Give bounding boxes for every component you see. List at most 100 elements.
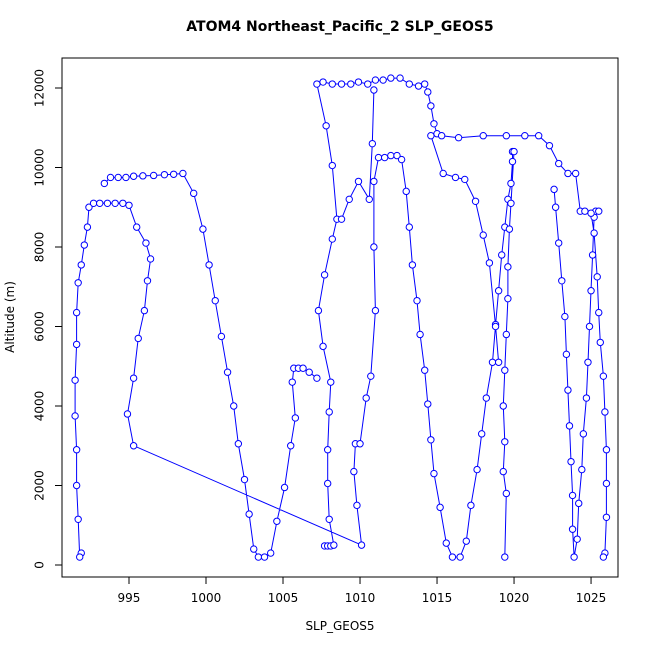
data-point <box>387 151 395 160</box>
data-point <box>89 199 98 207</box>
data-point <box>488 358 497 366</box>
data-point <box>323 479 332 488</box>
data-point <box>601 408 609 416</box>
x-tick-label: 1005 <box>268 591 299 605</box>
data-point <box>521 132 529 140</box>
data-point <box>564 386 572 394</box>
data-point <box>494 287 503 295</box>
data-point <box>319 78 327 86</box>
data-point <box>106 173 115 182</box>
data-point <box>337 80 346 88</box>
data-point <box>558 277 566 285</box>
data-point <box>142 239 150 247</box>
data-point <box>551 203 560 211</box>
data-point <box>502 330 511 339</box>
data-point <box>571 169 580 178</box>
data-point <box>507 199 515 207</box>
data-point <box>479 231 487 239</box>
data-point <box>427 102 435 110</box>
data-point <box>439 169 447 178</box>
data-point <box>461 175 469 184</box>
plot-frame <box>61 57 619 578</box>
data-point <box>291 414 300 422</box>
y-tick-label: 4000 <box>33 391 47 422</box>
data-point <box>582 394 591 402</box>
data-point <box>567 457 575 466</box>
data-point <box>179 169 187 178</box>
data-point <box>74 515 82 523</box>
x-tick-label: 1020 <box>499 591 530 605</box>
data-point <box>371 76 380 84</box>
data-point <box>134 334 142 343</box>
data-point <box>550 185 558 194</box>
data-point <box>250 545 258 553</box>
data-point <box>319 342 327 351</box>
y-tick-label: 2000 <box>33 470 47 501</box>
data-point <box>502 489 511 498</box>
data-point <box>353 501 361 510</box>
data-point <box>367 372 375 380</box>
data-point <box>85 203 93 211</box>
data-point <box>347 80 355 88</box>
data-point <box>602 513 611 521</box>
data-point <box>139 172 147 180</box>
data-point <box>477 430 486 438</box>
data-point <box>508 157 517 166</box>
data-point <box>129 442 138 450</box>
data-point <box>421 80 429 88</box>
data-point <box>424 88 432 96</box>
data-point <box>71 376 79 384</box>
data-point <box>354 177 363 186</box>
data-point <box>494 358 503 366</box>
data-point <box>368 139 377 148</box>
data-point <box>122 173 130 182</box>
data-point <box>467 501 475 510</box>
data-point <box>149 171 158 180</box>
data-point <box>584 358 592 366</box>
data-point <box>575 499 583 508</box>
data-point <box>356 440 364 448</box>
data-point <box>234 440 243 448</box>
data-point <box>565 422 574 430</box>
data-point <box>325 515 333 523</box>
data-point <box>393 151 401 160</box>
data-point <box>370 177 378 186</box>
data-point <box>169 170 178 178</box>
data-point <box>416 330 424 339</box>
data-point <box>357 541 366 549</box>
data-point <box>396 74 404 82</box>
data-point <box>111 199 119 207</box>
data-point <box>502 132 511 140</box>
data-point <box>205 261 213 269</box>
data-point <box>325 408 333 416</box>
data-point <box>350 467 358 476</box>
data-point <box>408 261 417 269</box>
data-point <box>573 535 581 543</box>
data-point <box>72 308 81 317</box>
data-point <box>534 132 543 140</box>
data-point <box>146 255 155 263</box>
data-point <box>125 201 133 209</box>
data-point <box>328 80 336 88</box>
data-point <box>72 446 81 454</box>
data-point <box>587 209 595 217</box>
data-point <box>421 366 429 374</box>
data-point <box>462 537 470 545</box>
data-point <box>581 207 589 215</box>
data-point <box>330 541 338 549</box>
data-point <box>413 296 421 305</box>
data-point <box>599 372 608 380</box>
data-point <box>230 402 238 410</box>
chart-title: ATOM4 Northeast_Pacific_2 SLP_GEOS5 <box>186 19 493 35</box>
data-point <box>585 322 594 331</box>
data-point <box>448 553 457 561</box>
data-point <box>482 394 491 402</box>
data-point <box>370 243 378 251</box>
data-point <box>223 368 232 376</box>
data-point <box>323 446 332 454</box>
data-point <box>77 261 85 269</box>
data-point <box>588 251 597 259</box>
data-point <box>579 430 588 438</box>
y-tick-label: 6000 <box>33 311 47 342</box>
